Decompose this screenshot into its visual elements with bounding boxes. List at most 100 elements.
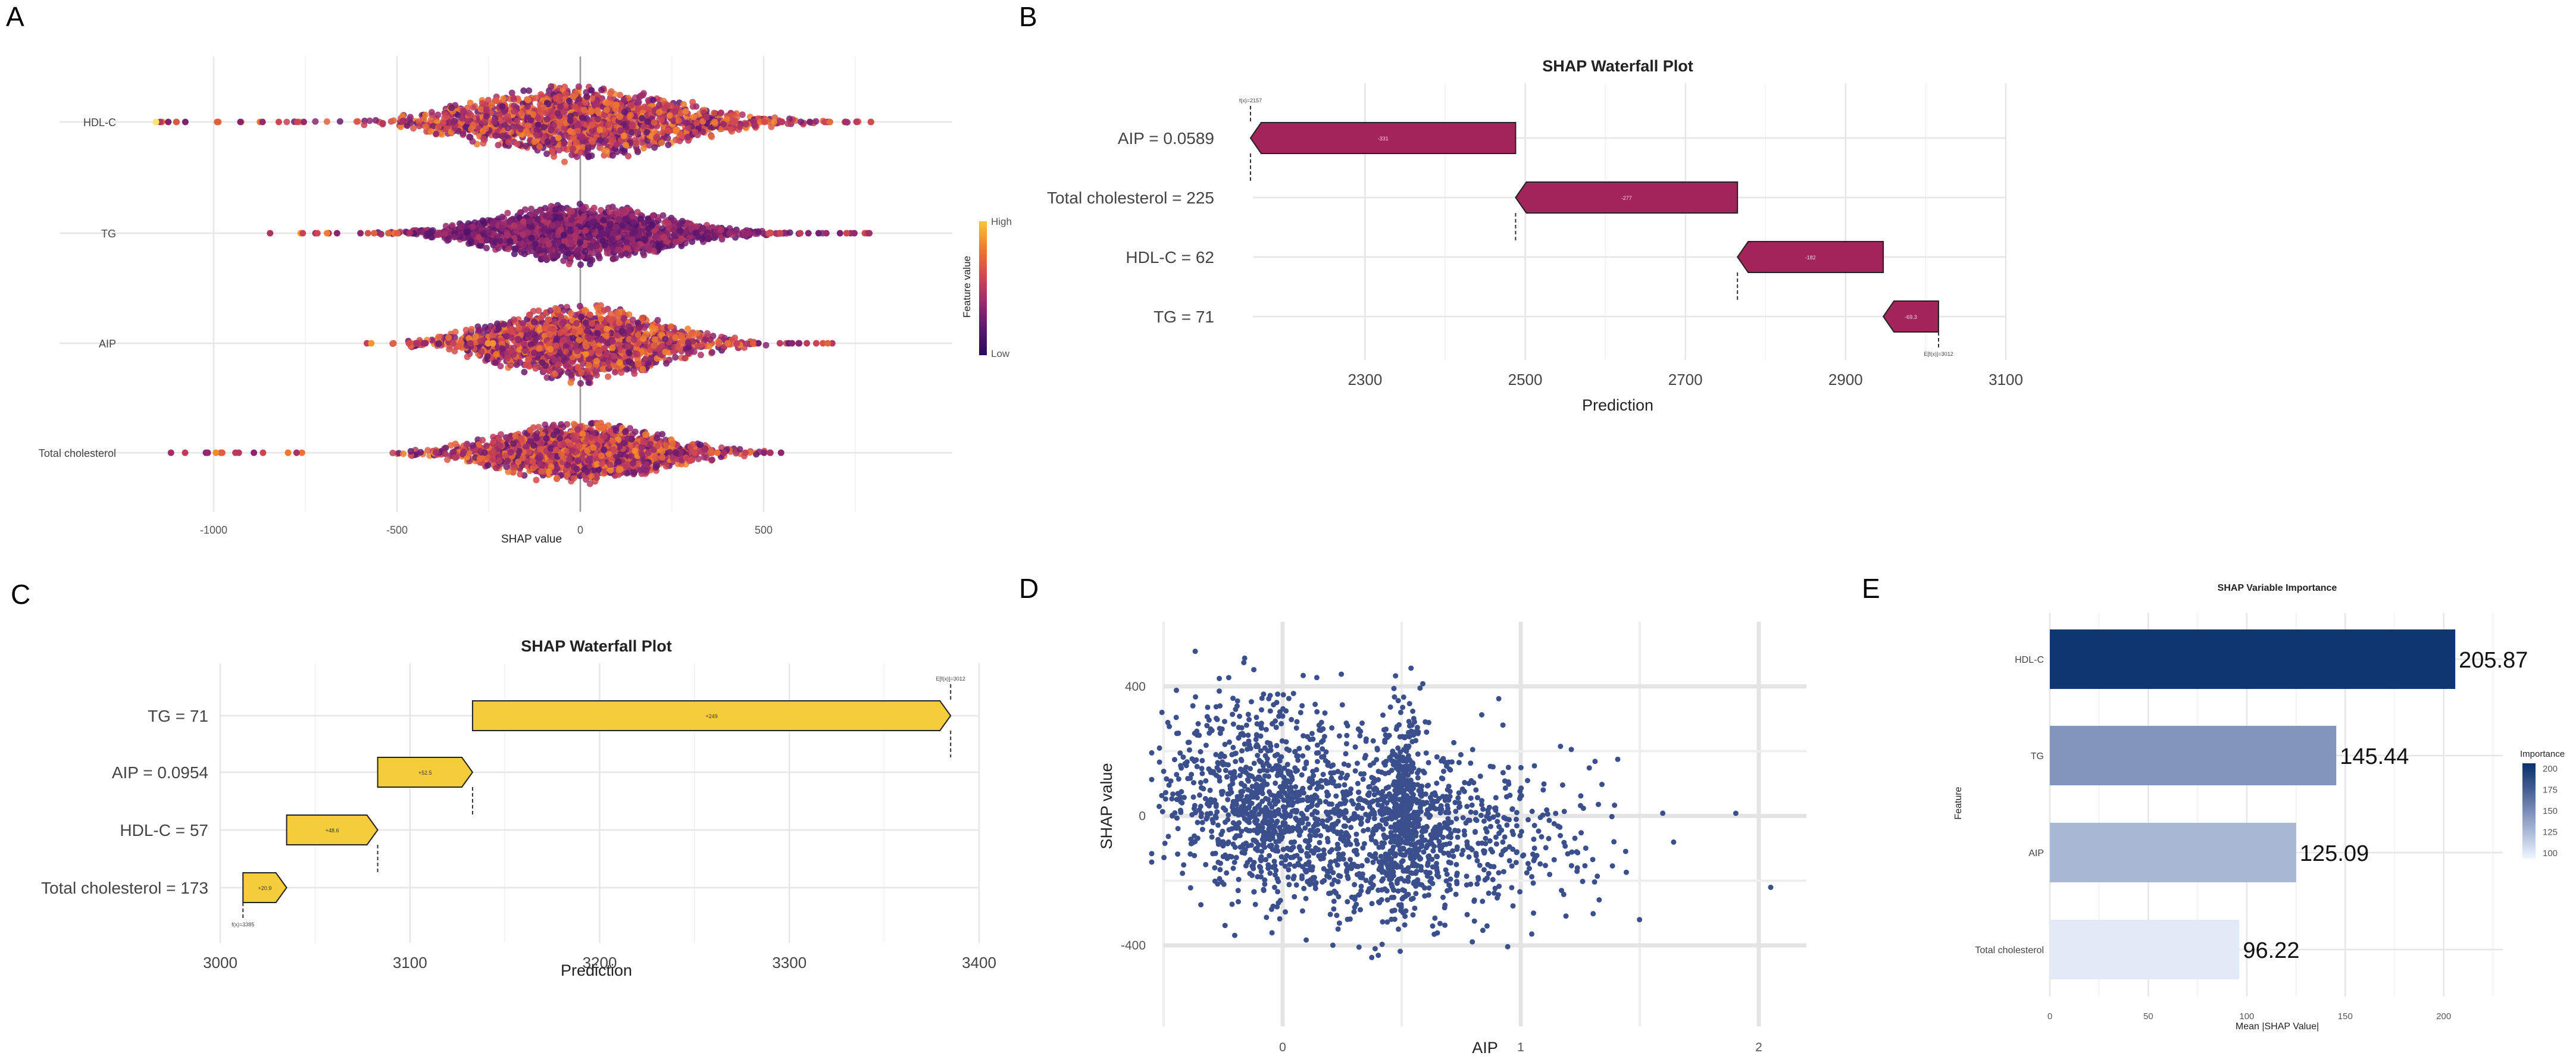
panel-a-point [283, 118, 290, 126]
panel-a-point [407, 229, 414, 236]
panel-a-point [336, 118, 343, 125]
panel-a-outlier-point [779, 118, 786, 126]
panel-a-point [435, 340, 442, 347]
panel-a-point [633, 139, 640, 146]
panel-a-tick-label: -1000 [200, 524, 227, 536]
panel-a-point [640, 123, 648, 130]
panel-letter-c: C [11, 579, 30, 610]
panel-a-point [664, 134, 671, 142]
panel-a-outlier-point [237, 118, 244, 126]
panel-a-point [683, 119, 690, 126]
panel-a-point [520, 319, 526, 327]
panel-a-point [543, 151, 551, 157]
panel-a-point [537, 247, 545, 254]
panel-a-point [574, 247, 582, 254]
panel-a-point [699, 225, 706, 232]
panel-a-point [483, 237, 490, 244]
panel-a-point [480, 135, 487, 142]
panel-a-point [523, 127, 530, 134]
panel-a-point [452, 328, 459, 336]
panel-a-feature-label: AIP [99, 338, 116, 350]
panel-a-point [504, 209, 511, 217]
panel-a-point [480, 140, 487, 147]
panel-a-point [630, 218, 637, 225]
panel-a-point [323, 118, 330, 125]
panel-a-point [658, 117, 665, 124]
panel-a-point [594, 305, 601, 312]
panel-a-point [670, 217, 677, 224]
panel-a-point [568, 208, 576, 215]
panel-a-point [451, 234, 458, 240]
panel-a-point [512, 245, 519, 252]
panel-a-point [504, 232, 511, 239]
panel-a-point [484, 96, 492, 104]
panel-a-point [551, 121, 558, 129]
panel-a-point [459, 115, 466, 122]
panel-a-point [565, 261, 573, 268]
panel-a-point [634, 129, 641, 136]
panel-a-point [571, 103, 579, 110]
panel-a-point [606, 208, 613, 215]
panel-a-outlier-point [866, 230, 873, 237]
panel-a-point [492, 97, 499, 104]
panel-a-point [594, 92, 601, 99]
panel-a-point [526, 218, 533, 225]
panel-a-point [643, 129, 651, 136]
panel-a-point [604, 148, 611, 155]
panel-a-point [786, 229, 793, 236]
panel-a-point [445, 236, 452, 243]
panel-a-outlier-point [867, 118, 874, 126]
panel-a-point [711, 109, 718, 117]
panel-a-point [526, 108, 532, 115]
panel-a-point [514, 117, 521, 124]
panel-a-point [504, 124, 511, 131]
panel-a-point [372, 117, 379, 124]
panel-a-point [613, 224, 620, 231]
panel-a-point [390, 117, 397, 124]
panel-a-point [659, 225, 666, 232]
panel-a-point [656, 102, 662, 109]
panel-a-point [528, 205, 534, 212]
panel-a-point [548, 83, 555, 90]
panel-a-outlier-point [275, 118, 282, 126]
panel-a-point [428, 109, 435, 116]
panel-a-point [458, 223, 465, 230]
panel-a-point [573, 139, 580, 146]
panel-a-point [604, 106, 610, 113]
panel-a-point [599, 365, 607, 372]
panel-a-point [708, 349, 715, 356]
panel-a-point [520, 340, 527, 347]
panel-a-point [671, 108, 679, 115]
panel-a-point [578, 133, 585, 140]
panel-a-point [539, 237, 546, 244]
panel-a-point [312, 118, 319, 125]
panel-a-point [771, 118, 777, 126]
panel-a-point [623, 250, 630, 257]
panel-a-point [526, 87, 533, 94]
panel-a-point [577, 239, 584, 246]
panel-a-point [435, 333, 442, 340]
panel-a-point [399, 118, 406, 125]
panel-a-point [379, 120, 386, 127]
panel-a-point [637, 92, 645, 99]
panel-a-point [678, 235, 685, 242]
panel-a-outlier-point [854, 118, 860, 126]
panel-a-outlier-point [843, 118, 849, 126]
panel-a-point [693, 103, 700, 110]
panel-a-point [508, 334, 515, 341]
panel-a-point [692, 129, 699, 136]
panel-a-outlier-point [182, 118, 189, 126]
panel-a-point [659, 212, 667, 219]
panel-a-point [550, 136, 557, 143]
panel-a-point [504, 112, 511, 120]
panel-a-point [585, 234, 592, 241]
panel-a-point [588, 121, 595, 129]
panel-a-point [709, 333, 717, 340]
panel-a-point [580, 213, 587, 220]
panel-a-point [507, 237, 514, 245]
panel-a-point [590, 205, 598, 211]
panel-a-outlier-point [324, 230, 330, 237]
panel-a-point [607, 220, 614, 227]
panel-a-point [548, 148, 555, 155]
